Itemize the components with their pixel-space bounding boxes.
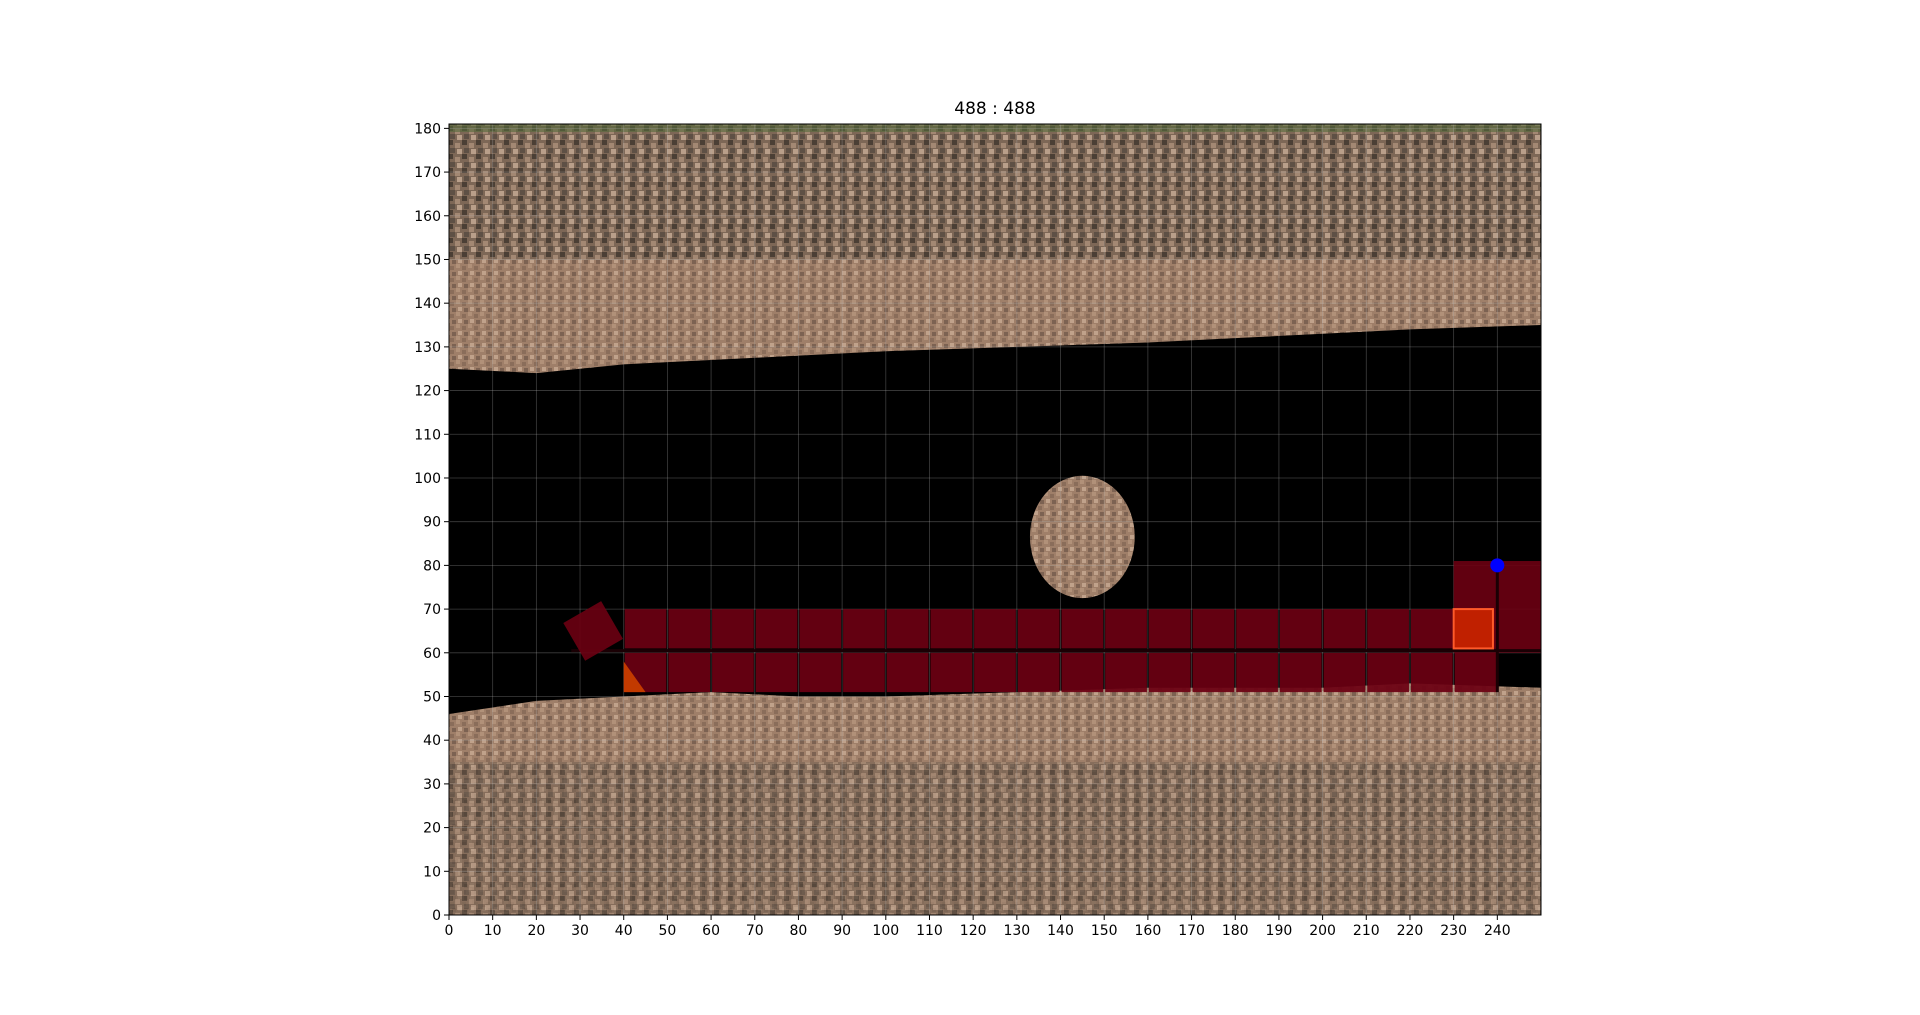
- lane-cell: [755, 609, 798, 649]
- lane-cell: [843, 609, 885, 649]
- x-tick-label: 240: [1484, 923, 1511, 939]
- chart-title: 488 : 488: [954, 99, 1035, 119]
- lane-cell: [1192, 652, 1235, 693]
- x-tick-label: 50: [658, 923, 676, 939]
- lane-cell: [668, 652, 711, 693]
- lane-cell: [1061, 609, 1104, 649]
- lane-cell: [1017, 609, 1060, 649]
- lane-cell: [1148, 652, 1191, 693]
- x-tick-label: 80: [790, 923, 808, 939]
- lane-cell: [1323, 652, 1366, 693]
- y-tick-label: 110: [414, 427, 441, 443]
- lane-cell: [712, 652, 754, 693]
- rotated-marker: [563, 601, 623, 661]
- y-tick-label: 40: [423, 733, 441, 749]
- lane-cell: [712, 609, 754, 649]
- y-tick-label: 90: [423, 515, 441, 531]
- x-tick-label: 60: [702, 923, 720, 939]
- orange-tip: [623, 661, 646, 693]
- x-tick-label: 90: [833, 923, 851, 939]
- lane-cell: [930, 652, 973, 693]
- rotated-marker-group: [563, 601, 623, 661]
- y-tick-label: 60: [423, 646, 441, 662]
- lane-cell: [755, 652, 798, 693]
- x-tick-label: 130: [1003, 923, 1030, 939]
- x-tick-label: 220: [1397, 923, 1424, 939]
- y-tick-label: 140: [414, 296, 441, 312]
- lane-cell: [799, 609, 842, 649]
- y-tick-label: 120: [414, 384, 441, 400]
- x-tick-label: 30: [571, 923, 589, 939]
- lane-cell: [624, 609, 667, 649]
- lane-cell: [974, 652, 1016, 693]
- plot-area: [449, 124, 1541, 915]
- lane-cell: [886, 609, 929, 649]
- x-tick-label: 190: [1266, 923, 1293, 939]
- lane-cell: [1148, 609, 1191, 649]
- x-tick-label: 200: [1309, 923, 1336, 939]
- y-tick-label: 50: [423, 689, 441, 705]
- x-tick-label: 100: [872, 923, 899, 939]
- y-tick-label: 30: [423, 777, 441, 793]
- x-tick-label: 120: [960, 923, 987, 939]
- lane-cell: [1410, 609, 1453, 649]
- y-tick-label: 170: [414, 165, 441, 181]
- y-tick-label: 130: [414, 340, 441, 356]
- lane-cell: [1105, 609, 1147, 649]
- lane-cell: [1323, 609, 1366, 649]
- lane-cell: [1454, 652, 1497, 693]
- lane-cell: [799, 652, 842, 693]
- x-tick-label: 140: [1047, 923, 1074, 939]
- chart-marks: [563, 558, 1541, 693]
- y-tick-label: 80: [423, 558, 441, 574]
- top-grass: [449, 124, 1541, 132]
- y-tick-label: 150: [414, 252, 441, 268]
- y-axis: 0 10 20 30 40 50 60 70 80 90 100 110 120 130 140 150 160…: [414, 121, 449, 924]
- x-tick-label: 40: [615, 923, 633, 939]
- x-tick-label: 180: [1222, 923, 1249, 939]
- x-tick-label: 70: [746, 923, 764, 939]
- lane-cell: [974, 609, 1016, 649]
- lane-cell: [930, 609, 973, 649]
- x-tick-label: 210: [1353, 923, 1380, 939]
- y-tick-label: 70: [423, 602, 441, 618]
- x-axis: 0 10 20 30 40 50 60 70 80 90 100 110 120 130 140 150 160…: [445, 915, 1511, 939]
- lane-cell: [1279, 652, 1322, 693]
- lane-cell: [1061, 652, 1104, 693]
- lane-cell: [843, 652, 885, 693]
- lane-cell: [1105, 652, 1147, 693]
- data-point: [1490, 558, 1505, 573]
- lane-cell: [1017, 652, 1060, 693]
- top-vegetation: [449, 124, 1541, 260]
- y-tick-label: 0: [432, 908, 441, 924]
- axes-frame: [448, 123, 1542, 916]
- y-tick-label: 20: [423, 821, 441, 837]
- lane-cell: [1192, 609, 1235, 649]
- lane-cell: [1367, 652, 1409, 693]
- x-tick-label: 160: [1135, 923, 1162, 939]
- lane-cell: [668, 609, 711, 649]
- lane-cell: [886, 652, 929, 693]
- y-tick-label: 10: [423, 864, 441, 880]
- x-tick-label: 10: [484, 923, 502, 939]
- lane-cell: [1279, 609, 1322, 649]
- obstacle: [1029, 475, 1135, 599]
- lane-cell: [1410, 652, 1453, 693]
- y-tick-label: 180: [414, 121, 441, 137]
- lane-cell: [1236, 652, 1278, 693]
- x-tick-label: 110: [916, 923, 943, 939]
- x-tick-label: 170: [1178, 923, 1205, 939]
- x-tick-label: 20: [527, 923, 545, 939]
- x-tick-label: 150: [1091, 923, 1118, 939]
- lane-cell: [1367, 609, 1409, 649]
- x-tick-label: 230: [1440, 923, 1467, 939]
- x-tick-label: 0: [445, 923, 454, 939]
- bottom-vegetation: [449, 762, 1541, 915]
- highlight-cell: [1452, 608, 1494, 650]
- y-tick-label: 100: [414, 471, 441, 487]
- lane-cell: [1236, 609, 1278, 649]
- y-tick-label: 160: [414, 209, 441, 225]
